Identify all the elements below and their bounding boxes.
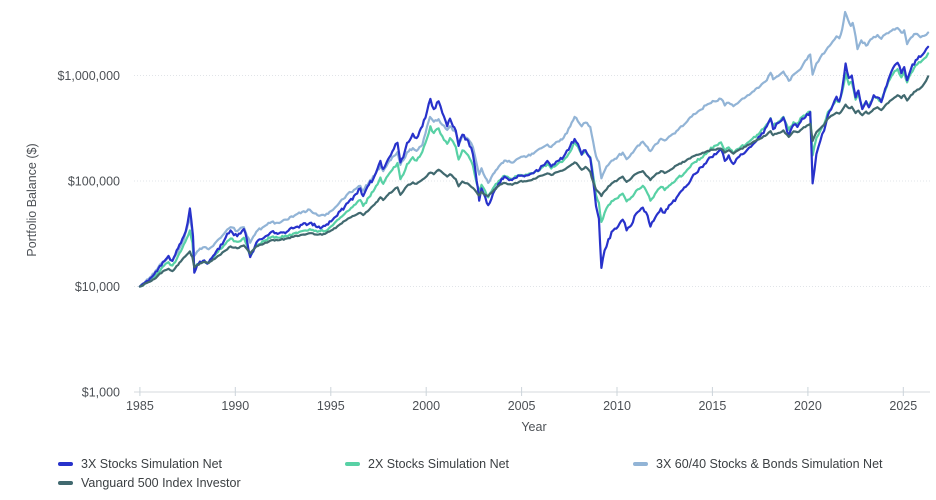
- y-tick-label: $1,000: [82, 386, 120, 400]
- x-tick-label: 2010: [603, 399, 631, 413]
- legend-label: Vanguard 500 Index Investor: [81, 476, 241, 490]
- legend-swatch-3x-stocks: [58, 462, 73, 466]
- legend-label: 3X 60/40 Stocks & Bonds Simulation Net: [656, 457, 883, 471]
- x-tick-label: 2000: [412, 399, 440, 413]
- y-tick-label: $10,000: [75, 280, 120, 294]
- x-tick-label: 2020: [794, 399, 822, 413]
- series-line-0: [138, 45, 930, 288]
- legend-label: 3X Stocks Simulation Net: [81, 457, 223, 471]
- x-tick-label: 2015: [698, 399, 726, 413]
- y-tick-label: $1,000,000: [57, 69, 120, 83]
- y-tick-label: $100,000: [68, 175, 120, 189]
- x-tick-label: 1990: [221, 399, 249, 413]
- legend-swatch-2x-stocks: [345, 462, 360, 466]
- series-line-2: [138, 10, 930, 288]
- legend-item-vanguard-500[interactable]: Vanguard 500 Index Investor: [58, 476, 241, 490]
- legend-swatch-vanguard-500: [58, 481, 73, 485]
- legend-item-3x-60-40[interactable]: 3X 60/40 Stocks & Bonds Simulation Net: [633, 457, 883, 471]
- x-tick-label: 2005: [508, 399, 536, 413]
- legend-item-2x-stocks[interactable]: 2X Stocks Simulation Net: [345, 457, 509, 471]
- series-line-3: [138, 75, 930, 288]
- series-line-1: [138, 52, 930, 288]
- x-tick-label: 1995: [317, 399, 345, 413]
- x-tick-label: 2025: [889, 399, 917, 413]
- y-axis-title: Portfolio Balance ($): [25, 143, 39, 257]
- x-axis-title: Year: [521, 420, 547, 434]
- legend-swatch-3x-60-40: [633, 462, 648, 466]
- x-tick-label: 1985: [126, 399, 154, 413]
- legend-item-3x-stocks[interactable]: 3X Stocks Simulation Net: [58, 457, 222, 471]
- legend-label: 2X Stocks Simulation Net: [368, 457, 510, 471]
